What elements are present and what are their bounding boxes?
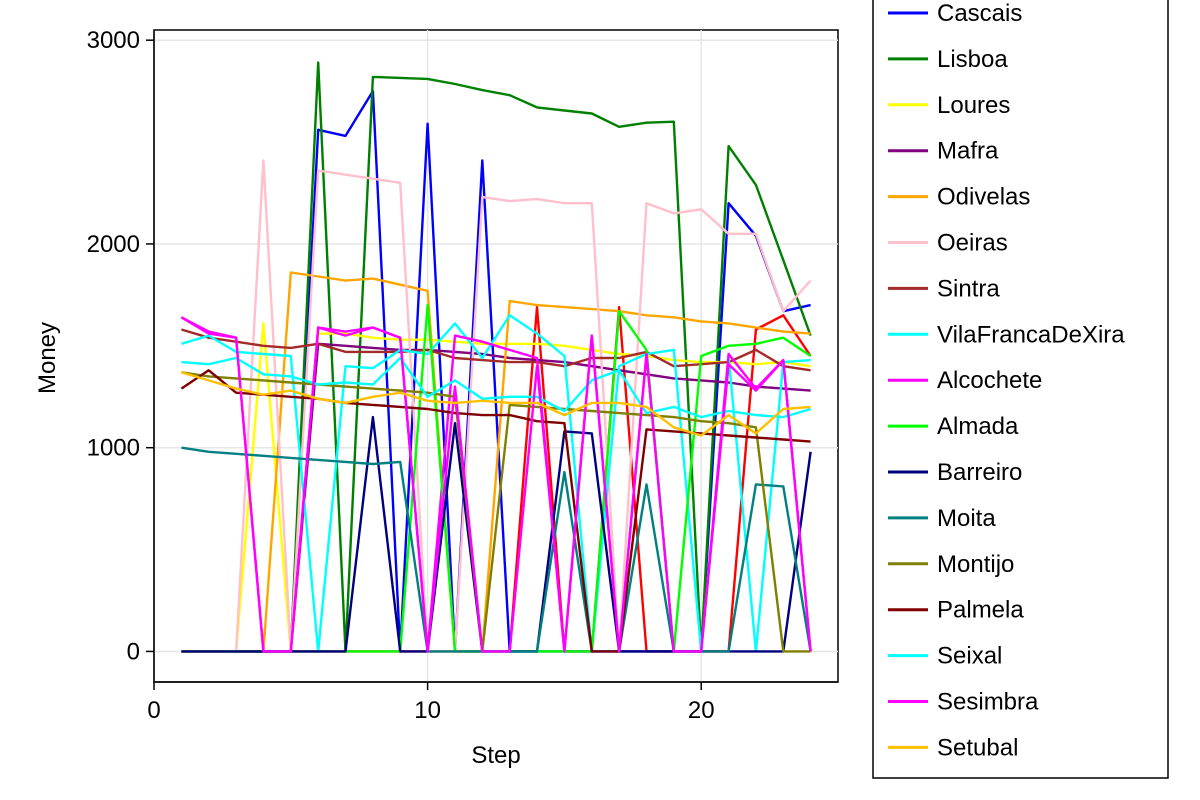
legend-label-montijo: Montijo (937, 551, 1014, 578)
series-line-oeiras (181, 159, 812, 653)
series-line-odivelas (181, 271, 811, 653)
y-tick-label: 0 (127, 638, 140, 665)
y-tick-label: 2000 (87, 231, 140, 258)
series-line-setubal (181, 371, 811, 437)
axes: 0 10 20 0 1000 2000 3000 (87, 27, 838, 724)
x-tick-label: 20 (688, 697, 715, 724)
legend-label-moita: Moita (937, 505, 996, 532)
legend-label-odivelas: Odivelas (937, 184, 1030, 211)
legend-label-seixal: Seixal (937, 643, 1002, 670)
series-line-seixal (181, 356, 811, 419)
legend-label-vilafrancadexira: VilaFrancaDeXira (937, 321, 1125, 348)
legend-label-alcochete: Alcochete (937, 367, 1042, 394)
legend-label-oeiras: Oeiras (937, 230, 1008, 257)
y-axis-title: Money (34, 322, 61, 394)
legend-label-setubal: Setubal (937, 734, 1018, 761)
legend-label-mafra: Mafra (937, 138, 999, 165)
legend-label-barreiro: Barreiro (937, 459, 1022, 486)
x-tick-label: 0 (147, 697, 160, 724)
legend-box (872, 0, 1169, 779)
y-tick-label: 1000 (87, 435, 140, 462)
y-tick-label: 3000 (87, 27, 140, 54)
series-line-loures (181, 322, 811, 653)
series-lines (180, 61, 812, 653)
series-line-sesimbra (180, 316, 812, 653)
x-tick-label: 10 (414, 697, 441, 724)
legend-label-almada: Almada (937, 413, 1019, 440)
series-line-sintra (181, 328, 811, 372)
legend-label-cascais: Cascais (937, 0, 1022, 27)
legend-label-sintra: Sintra (937, 275, 1000, 302)
legend-label-loures: Loures (937, 92, 1010, 119)
legend-label-sesimbra: Sesimbra (937, 689, 1039, 716)
legend: Cascais Lisboa Loures Mafra Odivelas Oeiras Si… (872, 0, 1169, 779)
x-axis-title: Step (471, 742, 520, 769)
legend-label-lisboa: Lisboa (937, 46, 1008, 73)
series-line-montijo (181, 371, 811, 653)
series-line-palmela (180, 369, 811, 653)
legend-label-palmela: Palmela (937, 597, 1024, 624)
